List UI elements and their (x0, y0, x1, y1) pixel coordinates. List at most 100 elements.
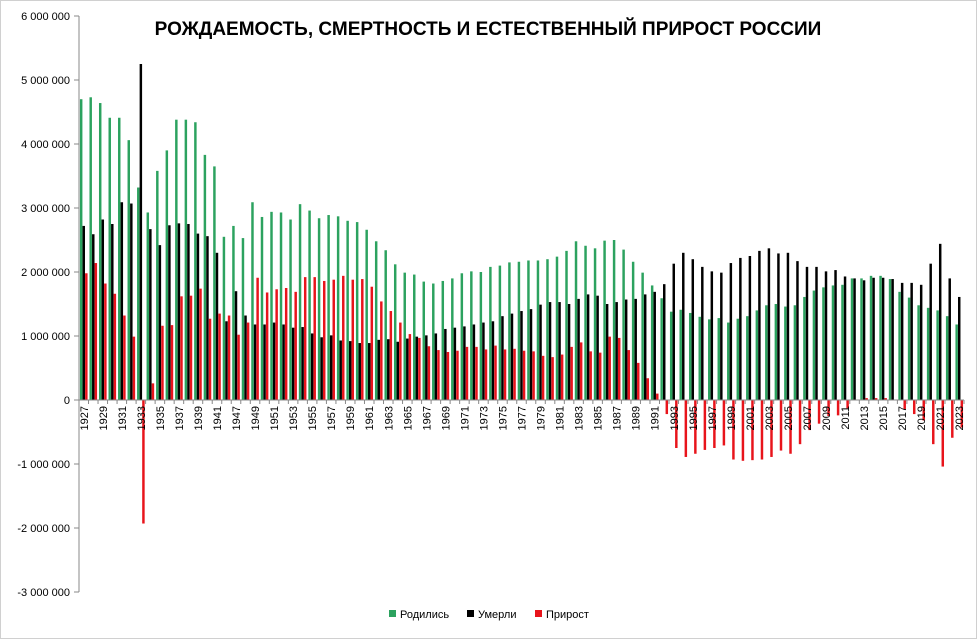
x-tick-label: 1939 (193, 406, 205, 430)
legend-item: Родились (389, 609, 449, 621)
bar (865, 398, 868, 400)
bar (158, 245, 162, 400)
bar (669, 311, 673, 400)
bar (339, 340, 342, 400)
legend-swatch (535, 610, 542, 617)
bar (146, 212, 150, 400)
legend-swatch (467, 610, 474, 617)
bar (691, 259, 695, 400)
bar (265, 292, 269, 400)
bar (900, 282, 904, 400)
bar (199, 288, 202, 400)
bar (403, 272, 406, 400)
bar (175, 119, 178, 401)
bar (132, 336, 136, 400)
bar (822, 287, 825, 400)
bar (453, 327, 457, 400)
bar (279, 212, 283, 400)
bar (475, 346, 478, 400)
bar (196, 233, 200, 400)
x-tick-label: 2021 (935, 406, 947, 430)
bar (368, 343, 371, 400)
x-tick-label: 1973 (478, 406, 490, 430)
bar (123, 315, 126, 400)
bar (218, 313, 221, 400)
y-tick-label: -1 000 000 (17, 459, 70, 471)
bar (79, 99, 83, 400)
bar (355, 222, 359, 400)
bar (917, 305, 920, 400)
bar (85, 273, 88, 400)
bar (812, 290, 816, 400)
bar (336, 216, 340, 400)
x-tick-label: 1949 (250, 406, 262, 430)
x-tick-label: 2013 (859, 406, 871, 430)
bar (370, 286, 374, 400)
bar (703, 400, 707, 450)
bar (815, 266, 818, 400)
bar (596, 295, 599, 400)
bar (522, 350, 526, 400)
bar (912, 400, 916, 415)
bar (584, 245, 587, 400)
bar (805, 266, 809, 400)
y-tick-label: 3 000 000 (21, 203, 70, 215)
x-tick-label: 2011 (840, 406, 852, 430)
bar (503, 349, 507, 400)
bar (634, 298, 637, 400)
bar (741, 400, 745, 461)
bar (413, 274, 416, 400)
bar (727, 322, 730, 400)
bar (732, 400, 735, 460)
bar (260, 216, 264, 400)
x-tick-label: 1959 (345, 406, 357, 430)
bar (570, 346, 573, 400)
bar (929, 263, 932, 400)
bar (241, 238, 245, 400)
bar (546, 259, 549, 400)
bar (291, 327, 295, 400)
bar (555, 256, 559, 400)
bar (432, 283, 435, 400)
bar (425, 335, 428, 400)
bar (82, 225, 85, 400)
bar (827, 400, 830, 416)
bar (577, 298, 580, 400)
bar (758, 250, 761, 400)
bar (380, 301, 383, 400)
x-tick-label: 1969 (440, 406, 452, 430)
bar (113, 293, 117, 400)
bar (846, 400, 849, 409)
bar (779, 400, 783, 451)
bar (936, 310, 939, 400)
bar (872, 277, 875, 400)
bar (365, 229, 368, 400)
bar (142, 400, 145, 524)
bar (567, 304, 571, 400)
bar (406, 338, 409, 400)
y-axis: 6 000 000 5 000 000 4 000 000 3 000 000 2 00… (17, 11, 80, 599)
legend-item: Умерли (467, 609, 516, 621)
bar (843, 276, 847, 400)
bar (317, 218, 321, 400)
bar (313, 277, 316, 400)
bar (627, 350, 630, 400)
bar (862, 280, 866, 400)
bar (348, 341, 352, 400)
bar (227, 315, 231, 400)
bar (958, 296, 961, 400)
bar (529, 309, 533, 400)
series-2 (85, 263, 964, 524)
bar (574, 241, 578, 400)
bar (298, 204, 302, 400)
bar (327, 215, 330, 400)
bar (708, 319, 711, 400)
bar (767, 248, 771, 400)
bar (270, 211, 273, 400)
bar (932, 400, 935, 445)
x-tick-label: 2017 (897, 406, 909, 430)
bar (244, 315, 247, 400)
bar (510, 313, 514, 400)
y-tick-label: 0 (64, 395, 70, 407)
